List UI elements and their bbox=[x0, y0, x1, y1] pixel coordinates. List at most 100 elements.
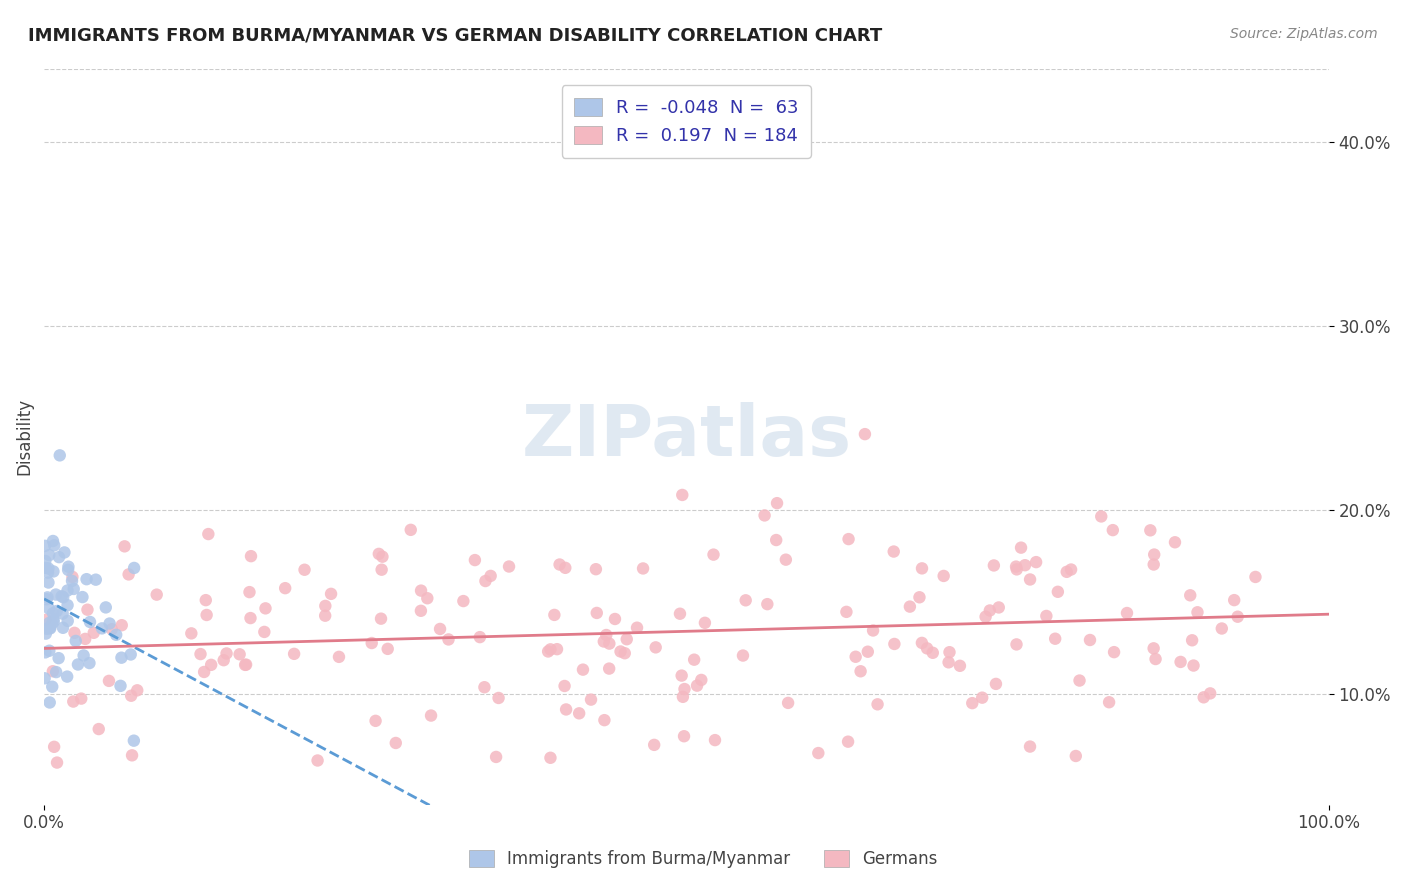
Point bbox=[938, 656, 960, 670]
Point bbox=[37, 561, 59, 575]
Point bbox=[474, 574, 496, 588]
Point bbox=[56, 583, 79, 598]
Point bbox=[328, 649, 350, 664]
Point bbox=[1098, 695, 1121, 709]
Point bbox=[200, 657, 222, 672]
Point bbox=[35, 592, 58, 607]
Point bbox=[1143, 558, 1166, 572]
Point bbox=[972, 690, 994, 705]
Point bbox=[479, 569, 502, 583]
Point bbox=[122, 561, 145, 575]
Point bbox=[702, 548, 724, 562]
Point bbox=[603, 612, 626, 626]
Point bbox=[908, 591, 931, 605]
Point bbox=[429, 622, 451, 636]
Point bbox=[238, 585, 260, 599]
Point bbox=[120, 689, 142, 703]
Point bbox=[616, 632, 638, 647]
Point bbox=[1244, 570, 1267, 584]
Point bbox=[52, 591, 75, 605]
Point bbox=[778, 696, 800, 710]
Point bbox=[197, 527, 219, 541]
Point bbox=[592, 634, 614, 648]
Point bbox=[1182, 658, 1205, 673]
Point bbox=[540, 642, 562, 657]
Point bbox=[1090, 509, 1112, 524]
Point bbox=[38, 621, 60, 635]
Point bbox=[756, 597, 779, 611]
Point bbox=[370, 563, 392, 577]
Point bbox=[307, 754, 329, 768]
Point bbox=[915, 641, 938, 656]
Point bbox=[34, 554, 56, 568]
Point bbox=[51, 589, 73, 603]
Point bbox=[974, 609, 997, 624]
Point bbox=[1035, 609, 1057, 624]
Point bbox=[754, 508, 776, 523]
Point bbox=[60, 574, 83, 588]
Point bbox=[775, 552, 797, 566]
Point bbox=[555, 702, 578, 716]
Point bbox=[1143, 548, 1166, 562]
Point bbox=[1014, 558, 1036, 573]
Point bbox=[1019, 739, 1042, 754]
Legend: R =  -0.048  N =  63, R =  0.197  N = 184: R = -0.048 N = 63, R = 0.197 N = 184 bbox=[562, 85, 811, 158]
Point bbox=[883, 637, 905, 651]
Point bbox=[62, 582, 84, 596]
Point bbox=[734, 593, 756, 607]
Point bbox=[572, 663, 595, 677]
Point bbox=[49, 448, 72, 462]
Point bbox=[215, 647, 238, 661]
Point bbox=[983, 558, 1005, 573]
Text: ZIPatlas: ZIPatlas bbox=[522, 402, 852, 471]
Point bbox=[838, 532, 860, 546]
Point bbox=[1060, 562, 1083, 576]
Point bbox=[1046, 584, 1069, 599]
Point bbox=[274, 581, 297, 595]
Point bbox=[37, 591, 59, 605]
Point bbox=[849, 665, 872, 679]
Point bbox=[856, 645, 879, 659]
Point bbox=[193, 665, 215, 679]
Point bbox=[1116, 606, 1139, 620]
Point bbox=[35, 622, 58, 636]
Point bbox=[1192, 690, 1215, 705]
Point bbox=[62, 695, 84, 709]
Point bbox=[1144, 652, 1167, 666]
Point bbox=[56, 614, 79, 628]
Point bbox=[42, 565, 65, 579]
Point bbox=[87, 722, 110, 736]
Point bbox=[1164, 535, 1187, 549]
Point bbox=[595, 628, 617, 642]
Point bbox=[568, 706, 591, 721]
Point bbox=[911, 561, 934, 575]
Point bbox=[949, 658, 972, 673]
Point bbox=[672, 690, 695, 704]
Point bbox=[498, 559, 520, 574]
Point bbox=[911, 636, 934, 650]
Point bbox=[98, 616, 121, 631]
Point bbox=[543, 607, 565, 622]
Point bbox=[194, 593, 217, 607]
Point bbox=[862, 624, 884, 638]
Point bbox=[631, 561, 654, 575]
Point bbox=[97, 673, 120, 688]
Text: IMMIGRANTS FROM BURMA/MYANMAR VS GERMAN DISABILITY CORRELATION CHART: IMMIGRANTS FROM BURMA/MYANMAR VS GERMAN … bbox=[28, 27, 883, 45]
Point bbox=[626, 621, 648, 635]
Point bbox=[585, 562, 607, 576]
Point bbox=[114, 539, 136, 553]
Point bbox=[1025, 555, 1047, 569]
Point bbox=[669, 607, 692, 621]
Point bbox=[127, 683, 149, 698]
Point bbox=[76, 572, 98, 586]
Point bbox=[485, 750, 508, 764]
Point bbox=[464, 553, 486, 567]
Point bbox=[294, 563, 316, 577]
Point bbox=[44, 739, 66, 754]
Point bbox=[554, 679, 576, 693]
Point bbox=[409, 583, 432, 598]
Point bbox=[101, 622, 124, 636]
Point bbox=[1181, 633, 1204, 648]
Point bbox=[46, 756, 69, 770]
Point bbox=[110, 650, 132, 665]
